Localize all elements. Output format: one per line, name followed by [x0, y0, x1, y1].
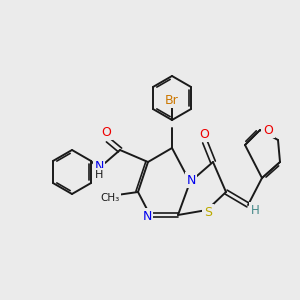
Text: N: N — [186, 173, 196, 187]
Text: O: O — [199, 128, 209, 140]
Text: H: H — [250, 203, 260, 217]
Text: Br: Br — [165, 94, 179, 106]
Text: N: N — [142, 209, 152, 223]
Text: H: H — [95, 170, 103, 180]
Text: CH₃: CH₃ — [100, 193, 120, 203]
Text: O: O — [263, 124, 273, 136]
Text: O: O — [101, 125, 111, 139]
Text: S: S — [204, 206, 212, 218]
Text: N: N — [94, 160, 104, 172]
